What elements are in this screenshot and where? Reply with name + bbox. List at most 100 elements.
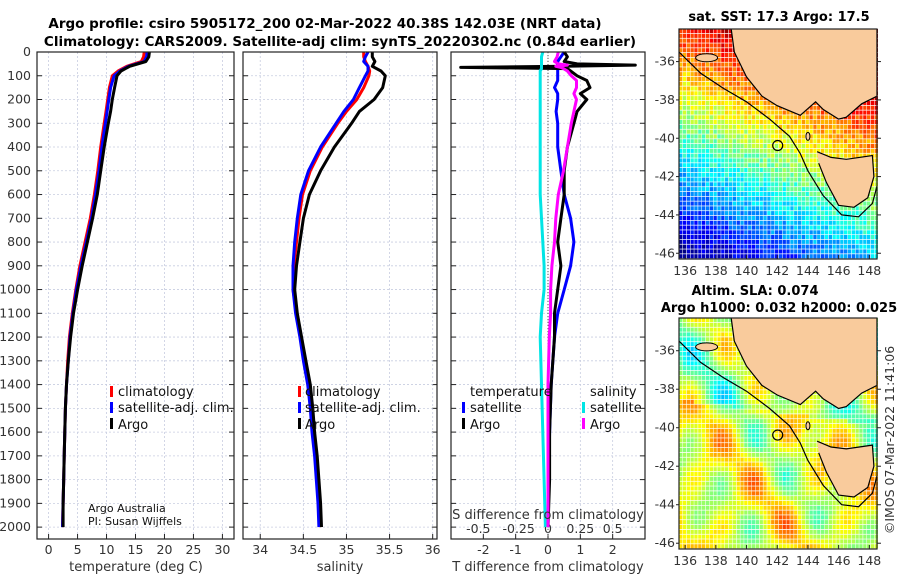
map-cell <box>794 491 798 496</box>
map-cell <box>759 244 763 249</box>
map-cell <box>679 211 683 216</box>
map-cell <box>732 438 736 443</box>
map-cell <box>840 414 844 419</box>
map-cell <box>728 201 733 206</box>
map-cell <box>732 244 736 249</box>
map-cell <box>840 500 844 505</box>
map-cell <box>874 457 878 462</box>
map-cell <box>748 158 752 163</box>
map-cell <box>801 215 806 220</box>
series-line-t-argo <box>459 51 637 528</box>
map-cell <box>732 462 736 467</box>
map-cell <box>728 476 733 481</box>
map-cell <box>786 447 790 452</box>
map-cell <box>859 153 863 158</box>
map-cell <box>713 438 717 443</box>
map-cell <box>732 423 736 428</box>
map-cell <box>740 220 744 225</box>
map-cell <box>702 182 706 187</box>
lat-tick-label: -46 <box>655 245 675 260</box>
map-cell <box>682 43 687 48</box>
map-cell <box>728 53 733 58</box>
map-cell <box>774 481 779 486</box>
map-cell <box>790 158 794 163</box>
map-cell <box>836 244 840 249</box>
map-cell <box>717 120 721 125</box>
map-cell <box>751 115 756 120</box>
map-cell <box>686 438 690 443</box>
map-cell <box>863 443 867 448</box>
map-cell <box>725 457 729 462</box>
map-cell <box>805 144 809 149</box>
map-cell <box>774 467 779 472</box>
map-cell <box>824 404 829 409</box>
map-cell <box>709 100 713 105</box>
map-cell <box>682 390 687 395</box>
map-cell <box>767 230 771 235</box>
map-cell <box>721 433 725 438</box>
map-cell <box>709 491 713 496</box>
map-cell <box>748 235 752 240</box>
map-cell <box>728 486 733 491</box>
map-cell <box>694 215 698 220</box>
map-cell <box>740 182 744 187</box>
map-cell <box>874 124 878 129</box>
map-cell <box>809 423 813 428</box>
map-cell <box>859 254 863 259</box>
map-cell <box>844 235 848 240</box>
map-cell <box>698 409 702 414</box>
map-cell <box>702 370 706 375</box>
map-cell <box>721 148 725 153</box>
map-cell <box>786 201 790 206</box>
map-cell <box>694 120 698 125</box>
map-cell <box>721 380 725 385</box>
map-cell <box>705 129 710 134</box>
map-cell <box>794 239 798 244</box>
map-cell <box>728 230 733 235</box>
map-cell <box>824 230 829 235</box>
map-cell <box>682 366 687 371</box>
map-cell <box>748 120 752 125</box>
map-cell <box>844 220 848 225</box>
series-line-argo <box>293 52 387 528</box>
map-cell <box>682 254 687 259</box>
map-cell <box>759 182 763 187</box>
map-cell <box>713 505 717 510</box>
map-cell <box>870 105 875 110</box>
map-cell <box>679 318 683 323</box>
map-cell <box>821 235 825 240</box>
map-cell <box>782 124 786 129</box>
map-cell <box>813 124 817 129</box>
map-cell <box>682 500 687 505</box>
map-cell <box>867 206 871 211</box>
map-cell <box>847 225 852 230</box>
map-cell <box>744 419 748 424</box>
map-cell <box>744 505 748 510</box>
map-cell <box>755 230 759 235</box>
map-cell <box>732 414 736 419</box>
map-cell <box>717 53 721 58</box>
map-cell <box>759 134 763 139</box>
map-cell <box>832 244 836 249</box>
map-cell <box>732 187 736 192</box>
map-cell <box>824 249 829 254</box>
map-cell <box>870 139 875 144</box>
map-cell <box>740 72 744 77</box>
map-cell <box>713 366 717 371</box>
map-cell <box>686 452 690 457</box>
map-cell <box>725 134 729 139</box>
map-cell <box>736 409 740 414</box>
map-cell <box>732 443 736 448</box>
map-cell <box>863 409 867 414</box>
map-cell <box>813 158 817 163</box>
map-cell <box>832 419 836 424</box>
map-cell <box>870 390 875 395</box>
map-cell <box>744 129 748 134</box>
map-cell <box>840 148 844 153</box>
map-cell <box>874 452 878 457</box>
map-cell <box>713 129 717 134</box>
map-cell <box>751 467 756 472</box>
map-cell <box>828 235 832 240</box>
figure-title-line2: Climatology: CARS2009. Satellite-adj cli… <box>44 34 636 50</box>
map-cell <box>728 399 733 404</box>
